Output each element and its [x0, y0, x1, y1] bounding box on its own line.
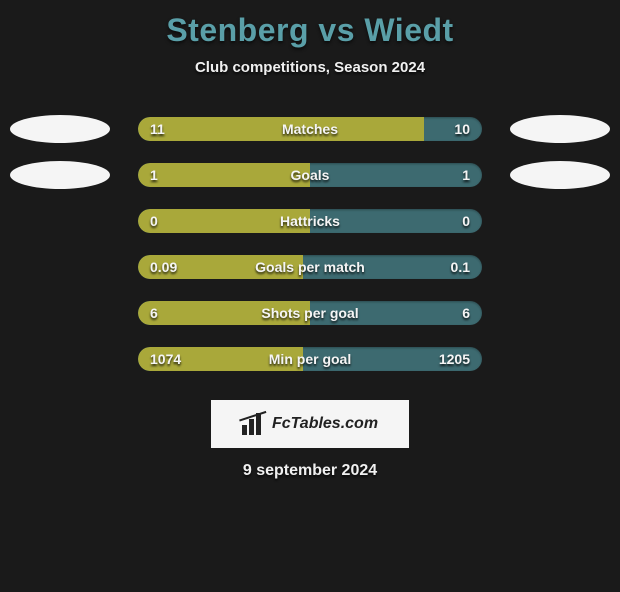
metric-label: Matches	[282, 121, 338, 137]
page-title: Stenberg vs Wiedt	[0, 12, 620, 49]
comparison-chart: 1110Matches11Goals00Hattricks0.090.1Goal…	[0, 106, 620, 382]
metric-row: 1074 1205 Min per goal	[0, 336, 620, 382]
metric-row: 11 10 Matches	[0, 106, 620, 152]
metric-value-right: 1205	[439, 351, 470, 367]
metric-value-left: 6	[150, 305, 158, 321]
metric-value-right: 1	[462, 167, 470, 183]
metric-row: 0 0 Hattricks	[0, 198, 620, 244]
metric-value-right: 0	[462, 213, 470, 229]
logo-text: FcTables.com	[272, 415, 378, 433]
metric-value-left: 1	[150, 167, 158, 183]
metric-row: 0.09 0.1 Goals per match	[0, 244, 620, 290]
logo-box[interactable]: FcTables.com	[211, 400, 409, 448]
metric-value-right: 10	[454, 121, 470, 137]
metric-value-left: 1074	[150, 351, 181, 367]
metric-label: Min per goal	[269, 351, 351, 367]
metric-value-left: 0	[150, 213, 158, 229]
bar-left	[138, 163, 310, 187]
player-right-placeholder	[510, 115, 610, 143]
player-left-placeholder	[10, 115, 110, 143]
metric-value-left: 0.09	[150, 259, 177, 275]
metric-label: Hattricks	[280, 213, 340, 229]
bar-left	[138, 117, 424, 141]
date-label: 9 september 2024	[0, 462, 620, 480]
metric-label: Goals per match	[255, 259, 365, 275]
metric-label: Shots per goal	[261, 305, 358, 321]
metric-label: Goals	[291, 167, 330, 183]
subtitle: Club competitions, Season 2024	[0, 59, 620, 76]
fctables-logo-icon	[242, 413, 266, 435]
metric-value-right: 0.1	[451, 259, 470, 275]
player-right-placeholder	[510, 161, 610, 189]
metric-row: 6 6 Shots per goal	[0, 290, 620, 336]
metric-value-right: 6	[462, 305, 470, 321]
player-left-placeholder	[10, 161, 110, 189]
metric-row: 1 1 Goals	[0, 152, 620, 198]
metric-value-left: 11	[150, 121, 165, 137]
